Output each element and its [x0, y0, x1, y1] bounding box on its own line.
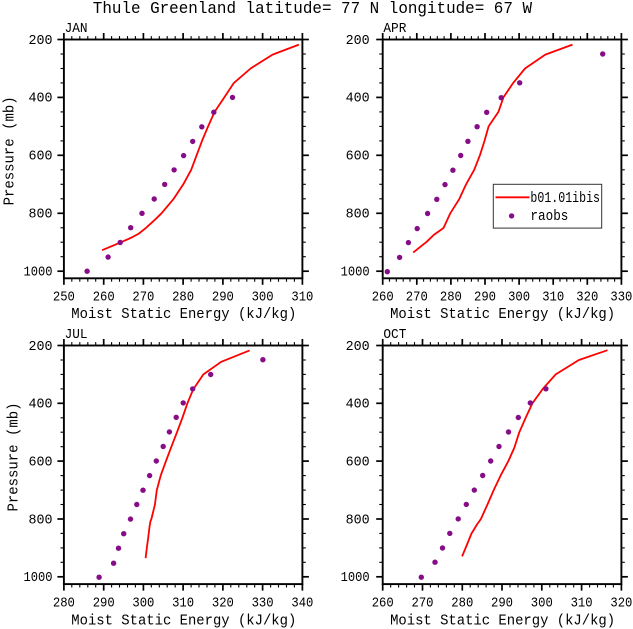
svg-text:310: 310 — [172, 596, 194, 611]
svg-text:Moist Static Energy (kJ/kg): Moist Static Energy (kJ/kg) — [71, 305, 296, 323]
svg-text:JUL: JUL — [65, 328, 88, 343]
svg-text:JAN: JAN — [65, 22, 88, 37]
svg-text:300: 300 — [252, 290, 274, 305]
svg-text:1000: 1000 — [24, 571, 53, 586]
svg-text:300: 300 — [132, 596, 154, 611]
svg-text:400: 400 — [29, 92, 53, 107]
svg-text:310: 310 — [571, 596, 593, 611]
svg-text:1000: 1000 — [24, 266, 53, 281]
svg-text:400: 400 — [346, 398, 370, 413]
svg-text:310: 310 — [291, 290, 313, 305]
svg-text:600: 600 — [29, 150, 53, 165]
svg-text:280: 280 — [451, 596, 473, 611]
svg-text:1000: 1000 — [341, 571, 370, 586]
svg-text:260: 260 — [372, 596, 394, 611]
svg-text:800: 800 — [29, 208, 53, 223]
svg-text:b01.01ibis: b01.01ibis — [530, 190, 600, 207]
svg-text:280: 280 — [53, 596, 75, 611]
svg-text:250: 250 — [53, 290, 75, 305]
svg-text:Thule Greenland latitude= 77: Thule Greenland latitude= 77 N longitude… — [93, 0, 533, 19]
svg-text:800: 800 — [346, 208, 370, 223]
svg-text:Pressure (mb): Pressure (mb) — [1, 96, 18, 205]
svg-text:Moist Static Energy (kJ/kg): Moist Static Energy (kJ/kg) — [390, 305, 615, 323]
svg-text:300: 300 — [531, 596, 553, 611]
svg-text:290: 290 — [93, 596, 115, 611]
svg-text:270: 270 — [406, 290, 428, 305]
svg-text:APR: APR — [383, 22, 406, 37]
svg-text:600: 600 — [346, 455, 370, 470]
svg-text:320: 320 — [212, 596, 234, 611]
svg-text:400: 400 — [29, 398, 53, 413]
svg-text:600: 600 — [346, 150, 370, 165]
svg-text:290: 290 — [212, 290, 234, 305]
svg-text:290: 290 — [491, 596, 513, 611]
svg-text:1000: 1000 — [341, 266, 370, 281]
svg-text:260: 260 — [372, 290, 394, 305]
svg-text:270: 270 — [412, 596, 434, 611]
svg-text:Pressure (mb): Pressure (mb) — [6, 403, 23, 512]
svg-text:310: 310 — [542, 290, 564, 305]
svg-text:330: 330 — [252, 596, 274, 611]
svg-text:270: 270 — [132, 290, 154, 305]
svg-text:290: 290 — [474, 290, 496, 305]
svg-text:800: 800 — [29, 513, 53, 528]
svg-text:200: 200 — [29, 340, 53, 355]
svg-text:Moist Static Energy (kJ/kg): Moist Static Energy (kJ/kg) — [71, 612, 296, 629]
svg-text:Moist Static Energy (kJ/kg): Moist Static Energy (kJ/kg) — [390, 612, 615, 629]
svg-text:OCT: OCT — [383, 328, 406, 343]
svg-text:800: 800 — [346, 513, 370, 528]
svg-text:raobs: raobs — [530, 208, 568, 225]
svg-text:300: 300 — [508, 290, 530, 305]
svg-text:340: 340 — [291, 596, 313, 611]
svg-text:320: 320 — [610, 596, 632, 611]
svg-text:400: 400 — [346, 92, 370, 107]
svg-text:200: 200 — [29, 34, 53, 49]
svg-text:280: 280 — [440, 290, 462, 305]
svg-text:260: 260 — [93, 290, 115, 305]
svg-text:330: 330 — [610, 290, 632, 305]
svg-text:600: 600 — [29, 455, 53, 470]
svg-text:200: 200 — [346, 340, 370, 355]
svg-text:280: 280 — [172, 290, 194, 305]
svg-text:200: 200 — [346, 34, 370, 49]
svg-text:320: 320 — [576, 290, 598, 305]
